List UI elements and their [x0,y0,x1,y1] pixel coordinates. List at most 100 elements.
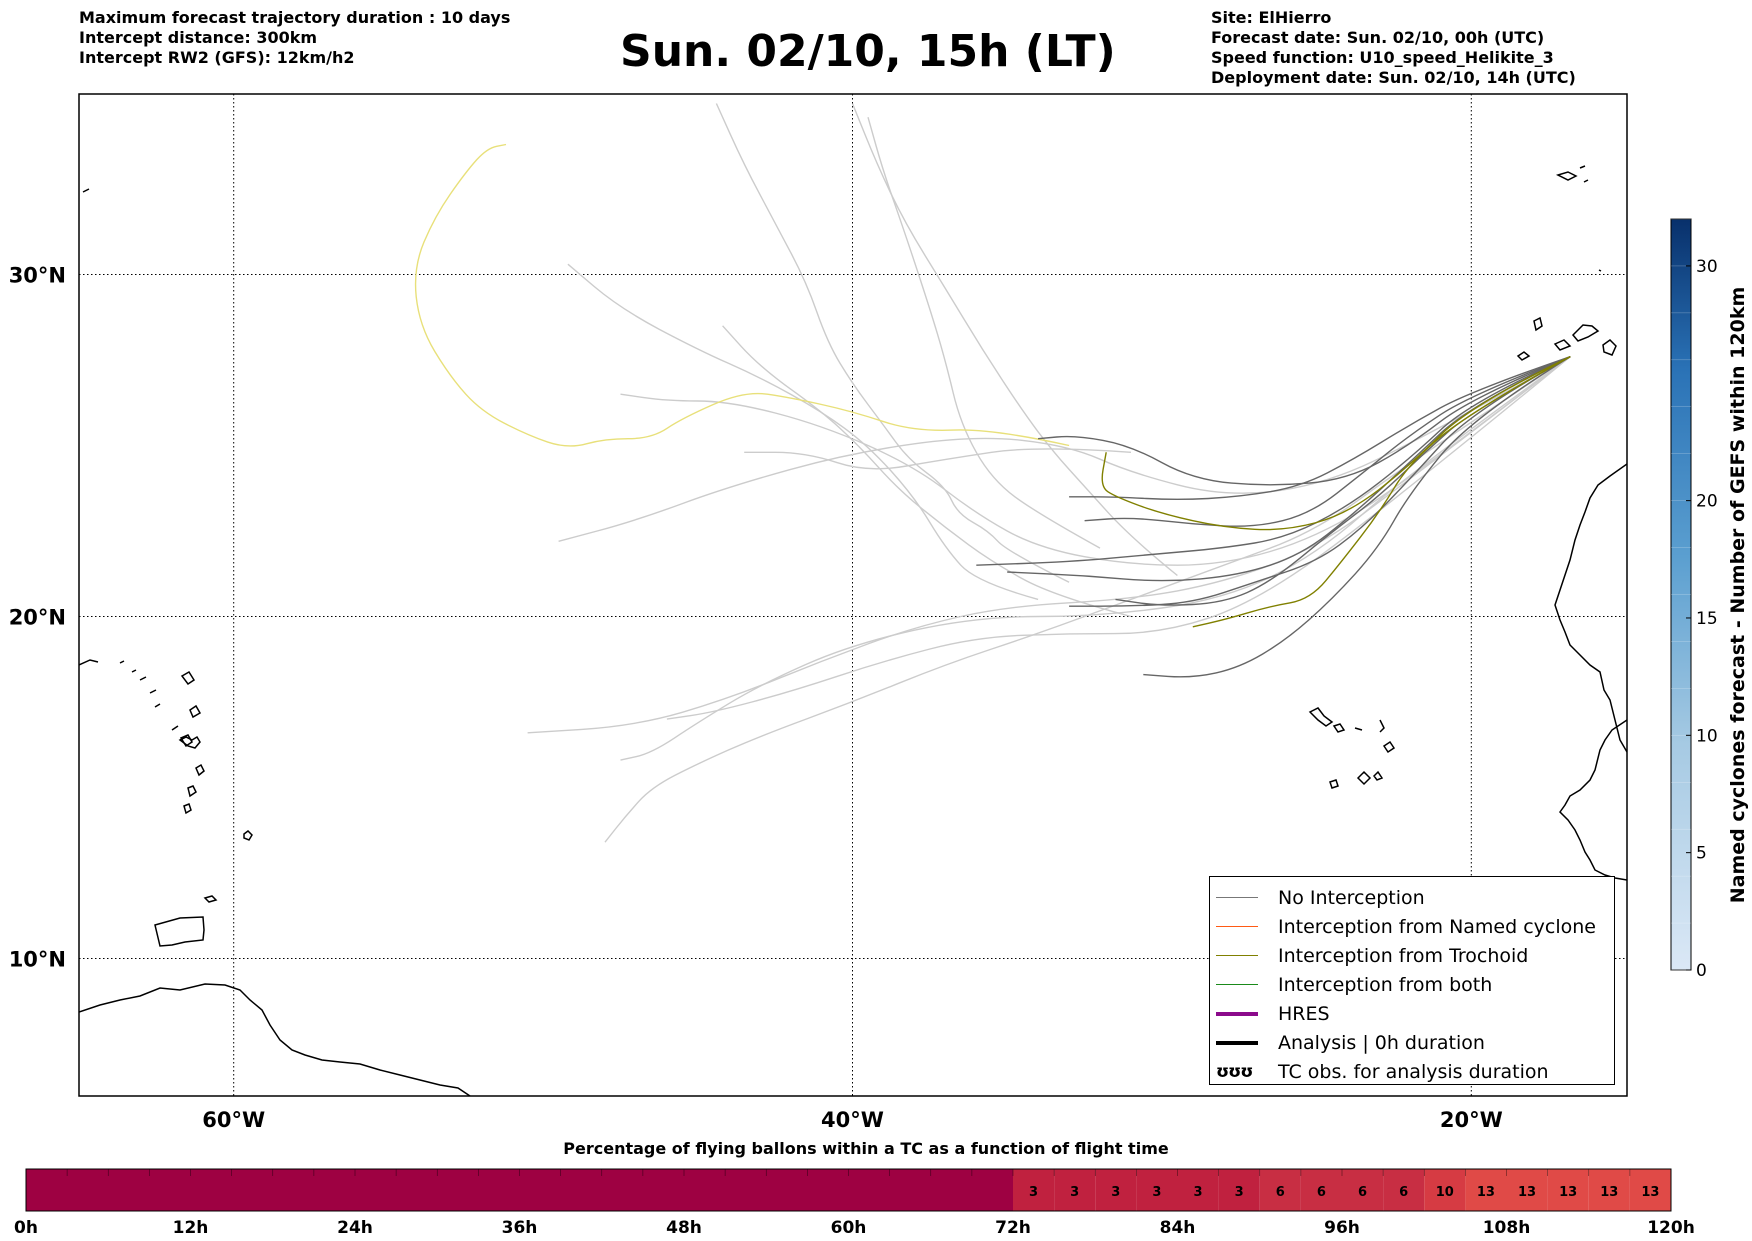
flight-bar-value: 13 [1559,1185,1577,1200]
flight-bar-tick-label: 108h [1483,1218,1531,1238]
trajectory-line [722,325,1132,618]
flight-bar-cell [1177,1169,1219,1211]
coastline-south-america [79,983,471,1096]
islands-virgin-anguilla [79,659,187,741]
flight-bar-cell [1218,1169,1260,1211]
legend-swatch-named-cyclone [1216,925,1258,928]
legend-item-tc-obs: ʊʊʊ TC obs. for analysis duration [1216,1057,1549,1086]
legend-label-no-interception: No Interception [1278,886,1425,909]
latitude-label: 30°N [9,264,66,288]
island-barbados [243,830,253,841]
trajectory-line [1101,355,1571,531]
colorbar-tick-label: 20 [1696,492,1718,512]
flight-bar-value: 3 [1111,1185,1120,1200]
colorbar-tick-label: 0 [1696,961,1707,981]
longitude-label: 60°W [202,1108,265,1132]
flight-bar-value: 13 [1641,1185,1659,1200]
flight-bar-cell [1095,1169,1137,1211]
trajectory-line [1038,355,1571,486]
legend-swatch-analysis [1216,1040,1258,1045]
trajectory-line [1143,356,1571,678]
site-text: Site: ElHierro [1211,8,1332,27]
trajectory-line [414,143,1070,447]
coastlines [79,165,1627,1096]
colorbar: 0 5 10 15 20 30 [1670,218,1718,981]
legend-item-no-interception: No Interception [1216,883,1425,912]
intercept-rw2-text: Intercept RW2 (GFS): 12km/h2 [79,48,355,67]
flight-bar-value: 13 [1518,1185,1536,1200]
colorbar-tick-label: 30 [1696,257,1718,277]
legend-item-trochoid: Interception from Trochoid [1216,941,1528,970]
flight-bar-tick-label: 84h [1160,1218,1196,1238]
flight-bar-tick-label: 96h [1324,1218,1360,1238]
site-info: Site: ElHierro Forecast date: Sun. 02/10… [1211,8,1576,88]
flight-bar-value: 6 [1399,1185,1408,1200]
colorbar-tick-label: 5 [1696,844,1707,864]
flight-bar-cell [1506,1169,1548,1211]
flight-time-bar: 3 3 3 3 3 3 6 6 6 6 10 13 13 13 13 13 0h 12h 24h 36h 48h 60h 7… [14,1168,1695,1238]
flight-bar-value: 3 [1152,1185,1161,1200]
map-frame [78,93,1628,1097]
flight-bar-value: 3 [1070,1185,1079,1200]
flight-bar-cell [1465,1169,1507,1211]
flight-bar-tick-label: 120h [1647,1218,1695,1238]
islands-cape-verde [1308,707,1396,789]
tc-obs-symbol-icon: ʊʊʊ [1216,1061,1253,1082]
trajectory-line [604,356,1571,843]
flight-bar-value: 3 [1235,1185,1244,1200]
forecast-date-text: Forecast date: Sun. 02/10, 00h (UTC) [1211,28,1545,47]
coastline-trinidad [154,916,205,947]
latitude-labels: 30°N 20°N 10°N [9,264,66,972]
flight-bar-value: 3 [1029,1185,1038,1200]
legend-swatch-both [1216,983,1258,986]
flight-bar-tick-label: 12h [173,1218,209,1238]
flight-bar-tick-label: 60h [831,1218,867,1238]
trajectory-line [666,356,1571,720]
legend-item-both: Interception from both [1216,970,1492,999]
coastline-africa [1554,463,1627,881]
flight-bar-cell [1013,1169,1055,1211]
legend-label-analysis: Analysis | 0h duration [1278,1031,1485,1054]
trajectory-line [976,355,1571,566]
longitude-label: 40°W [821,1108,884,1132]
trajectory-line [620,356,1571,566]
flight-bar-cell [1588,1169,1630,1211]
trajectory-line [1192,355,1571,628]
trajectory-line [1069,355,1571,607]
flight-bar-cell [1383,1169,1425,1211]
colorbar-ticks: 0 5 10 15 20 30 [1686,257,1718,981]
islands-lesser-antilles [179,670,205,815]
flight-bar-value: 3 [1194,1185,1203,1200]
trajectory-lines [414,103,1571,843]
legend-item-hres: HRES [1216,999,1330,1028]
flight-bar-cell [1424,1169,1466,1211]
flight-bar-tick-label: 24h [337,1218,373,1238]
longitude-label: 20°W [1440,1108,1503,1132]
intercept-distance-text: Intercept distance: 300km [79,28,318,47]
flight-bar-frame [25,1168,1672,1212]
islands-canary [1516,316,1617,361]
island-tobago [203,895,218,903]
flight-bar-cell [1259,1169,1301,1211]
legend-label-tc-obs: TC obs. for analysis duration [1278,1060,1549,1083]
flight-bar-value: 6 [1276,1185,1285,1200]
flight-bar-tick-label: 48h [666,1218,702,1238]
colorbar-tick-label: 10 [1696,726,1718,746]
island-dot-azores [82,188,1602,272]
flight-bar-value: 10 [1436,1185,1454,1200]
flight-bar-cell [1629,1169,1671,1211]
legend-label-hres: HRES [1278,1002,1330,1025]
flight-bar-tick-label: 72h [995,1218,1031,1238]
flight-bar-value: 13 [1600,1185,1618,1200]
legend-label-named-cyclone: Interception from Named cyclone [1278,915,1596,938]
island-guadeloupe [178,735,201,749]
legend-swatch-trochoid [1216,954,1258,957]
deployment-date-text: Deployment date: Sun. 02/10, 14h (UTC) [1211,68,1576,87]
latitude-label: 20°N [9,606,66,630]
flight-bar-value: 6 [1317,1185,1326,1200]
flight-bar-tick-label: 0h [14,1218,38,1238]
colorbar-tick-label: 15 [1696,609,1718,629]
trajectory-line [620,356,1571,761]
trajectory-line [1069,355,1571,501]
